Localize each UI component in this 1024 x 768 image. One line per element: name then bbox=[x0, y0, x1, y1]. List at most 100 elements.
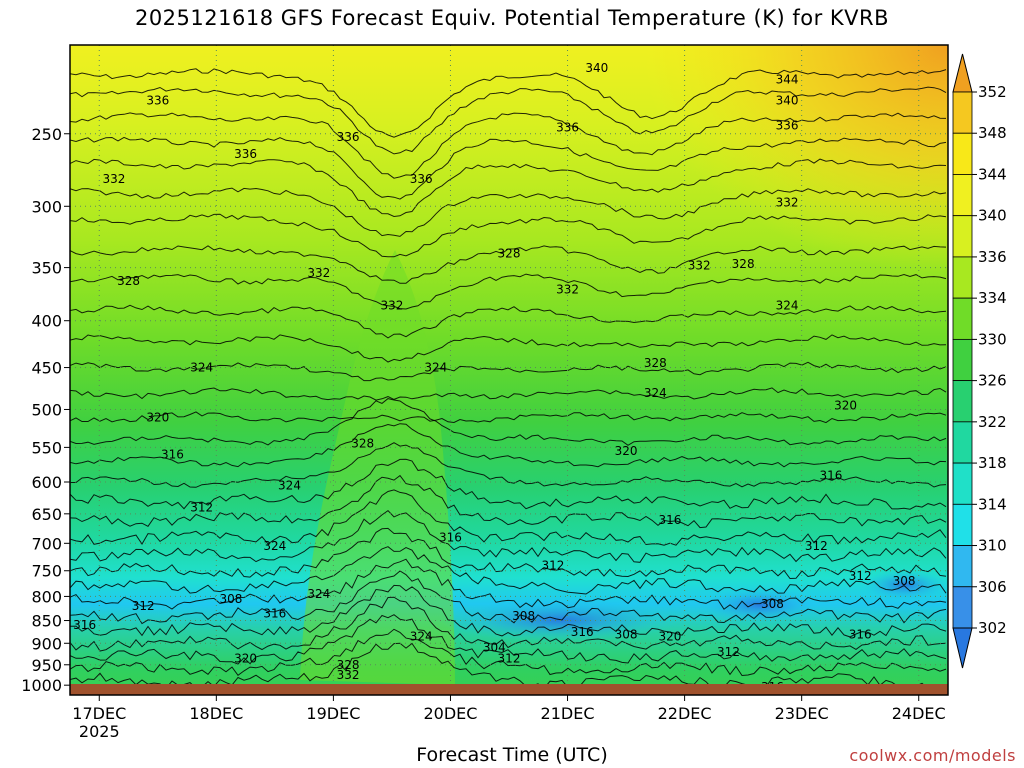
colorbar-segment bbox=[952, 338, 973, 382]
contour-label: 316 bbox=[571, 625, 594, 639]
contour-label: 344 bbox=[776, 72, 799, 86]
colorbar-segment bbox=[952, 91, 973, 134]
contour-label: 316 bbox=[439, 531, 462, 545]
contour-line bbox=[70, 304, 947, 339]
x-tick-label: 18DEC bbox=[189, 704, 243, 723]
y-tick-label: 900 bbox=[31, 634, 62, 653]
x-tick-sublabel: 2025 bbox=[79, 722, 120, 741]
colorbar-label: 306 bbox=[978, 578, 1007, 596]
contour-label: 332 bbox=[380, 299, 403, 313]
contour-line bbox=[70, 584, 947, 638]
x-tick-label: 23DEC bbox=[775, 704, 829, 723]
contour-line bbox=[70, 398, 947, 446]
contour-label: 328 bbox=[732, 257, 755, 271]
contour-label: 304 bbox=[483, 641, 506, 655]
contour-label: 316 bbox=[263, 606, 286, 620]
contour-label: 308 bbox=[220, 592, 243, 606]
contour-label: 328 bbox=[117, 274, 140, 288]
contour-label: 336 bbox=[776, 119, 799, 133]
contour-line bbox=[70, 614, 947, 665]
contour-line bbox=[70, 158, 947, 218]
y-tick-label: 600 bbox=[31, 473, 62, 492]
contour-label: 324 bbox=[424, 361, 447, 375]
plot-area: 3403443403363363363363363363323323323323… bbox=[70, 45, 948, 695]
contour-label: 324 bbox=[307, 587, 330, 601]
contour-label: 320 bbox=[615, 444, 638, 458]
contour-label: 316 bbox=[849, 627, 872, 641]
contour-label: 308 bbox=[761, 597, 784, 611]
colorbar-label: 340 bbox=[978, 207, 1007, 225]
contour-label: 308 bbox=[512, 609, 535, 623]
colorbar-label: 334 bbox=[978, 289, 1007, 307]
x-tick-label: 20DEC bbox=[423, 704, 477, 723]
y-tick-label: 450 bbox=[31, 359, 62, 378]
colorbar-label: 344 bbox=[978, 165, 1007, 183]
contour-lines bbox=[70, 68, 947, 690]
colorbar-segment bbox=[952, 503, 973, 546]
contour-label: 316 bbox=[161, 448, 184, 462]
colorbar-label: 330 bbox=[978, 330, 1007, 348]
y-axis: 250 300 350 400 450 500 550 600 650 700 750 800 850 9… bbox=[21, 125, 70, 695]
colorbar-arrow-bottom bbox=[952, 627, 973, 669]
x-tick-label: 21DEC bbox=[541, 704, 595, 723]
contour-label: 332 bbox=[556, 283, 579, 297]
contour-label: 332 bbox=[337, 668, 360, 682]
contour-line bbox=[70, 546, 947, 595]
y-tick-label: 800 bbox=[31, 587, 62, 606]
y-tick-label: 250 bbox=[31, 125, 62, 144]
y-tick-label: 400 bbox=[31, 312, 62, 331]
colorbar-segment bbox=[952, 586, 973, 629]
contour-label: 324 bbox=[190, 361, 213, 375]
contour-label: 320 bbox=[659, 630, 682, 644]
y-tick-label: 750 bbox=[31, 562, 62, 581]
contour-line bbox=[70, 474, 947, 529]
colorbar-segment bbox=[952, 297, 973, 340]
contour-label: 320 bbox=[234, 651, 257, 665]
colorbar-segment bbox=[952, 462, 973, 505]
y-tick-label: 550 bbox=[31, 438, 62, 457]
contour-label: 316 bbox=[819, 468, 842, 482]
colorbar-segment bbox=[952, 132, 973, 175]
contour-line bbox=[70, 458, 947, 510]
contour-label: 324 bbox=[644, 386, 667, 400]
colorbar: 352 348 344 340 336 334 330 326 322 318 314 310 306 3… bbox=[952, 53, 1007, 669]
colorbar-segment bbox=[952, 256, 973, 299]
contour-label: 336 bbox=[410, 172, 433, 186]
colorbar-label: 336 bbox=[978, 248, 1007, 266]
ground-surface bbox=[70, 684, 948, 695]
colorbar-label: 318 bbox=[978, 454, 1007, 472]
colorbar-segment bbox=[952, 215, 973, 258]
contour-line bbox=[70, 411, 947, 424]
colorbar-label: 322 bbox=[978, 413, 1007, 431]
contour-label: 332 bbox=[307, 266, 330, 280]
contour-label: 328 bbox=[351, 437, 374, 451]
contour-line bbox=[70, 527, 947, 580]
y-tick-label: 700 bbox=[31, 534, 62, 553]
x-tick-label: 19DEC bbox=[306, 704, 360, 723]
contour-label: 316 bbox=[73, 618, 96, 632]
y-tick-label: 950 bbox=[31, 656, 62, 675]
contour-label: 340 bbox=[776, 94, 799, 108]
colorbar-arrow-top bbox=[952, 53, 973, 93]
contour-label: 340 bbox=[585, 61, 608, 75]
contour-line bbox=[70, 387, 947, 401]
plot-frame bbox=[69, 44, 949, 696]
contour-label: 312 bbox=[849, 569, 872, 583]
colorbar-segment bbox=[952, 545, 973, 588]
contour-line bbox=[70, 245, 947, 284]
contour-line bbox=[70, 334, 947, 363]
contour-label: 332 bbox=[688, 258, 711, 272]
y-tick-label: 1000 bbox=[21, 676, 62, 695]
contour-line bbox=[70, 628, 947, 677]
y-tick-label: 650 bbox=[31, 505, 62, 524]
contour-line bbox=[70, 509, 947, 563]
contour-line bbox=[70, 570, 947, 625]
colorbar-segment bbox=[952, 380, 973, 423]
contour-label: 336 bbox=[337, 130, 360, 144]
contour-label: 312 bbox=[190, 501, 213, 515]
colorbar-label: 310 bbox=[978, 537, 1007, 555]
colorbar-segment bbox=[952, 421, 973, 464]
y-tick-label: 500 bbox=[31, 400, 62, 419]
contour-label: 328 bbox=[498, 247, 521, 261]
